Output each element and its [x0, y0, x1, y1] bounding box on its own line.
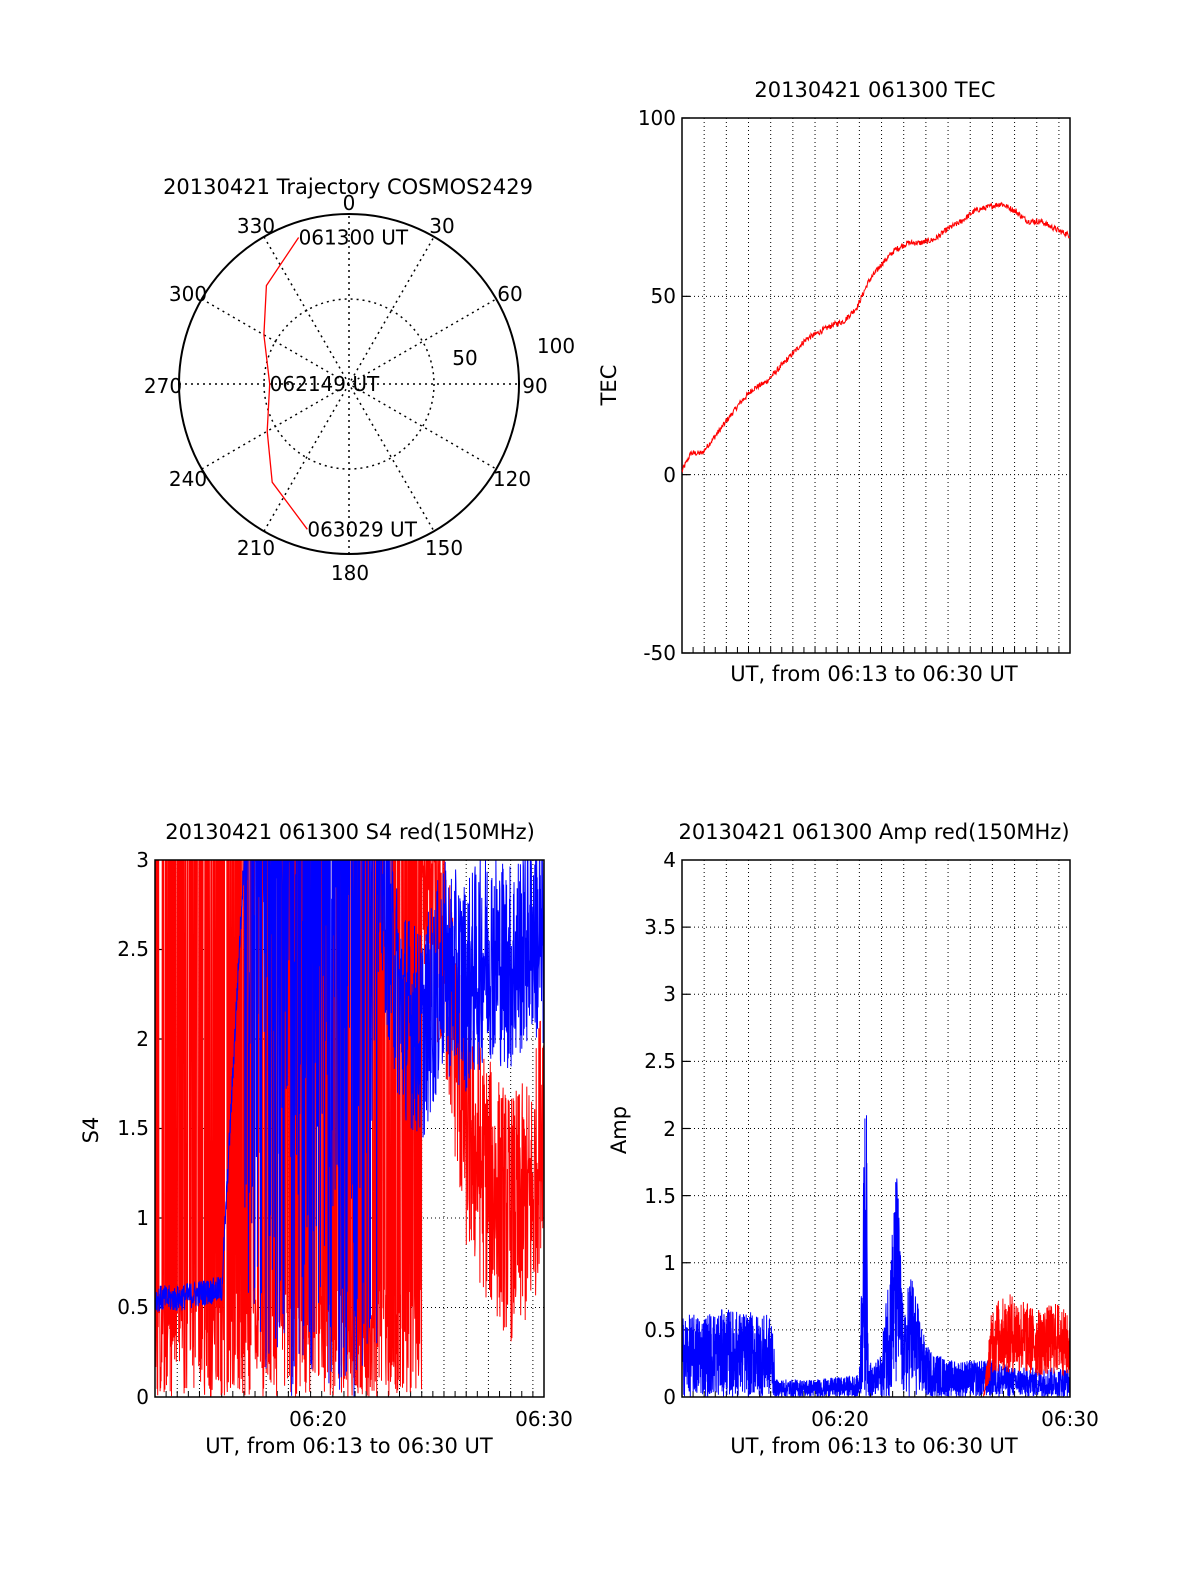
- amp-ylabel: Amp: [607, 1106, 631, 1154]
- angle-label-270: 270: [144, 374, 182, 398]
- s4-xlabel: UT, from 06:13 to 06:30 UT: [205, 1434, 493, 1458]
- polar-grid: [178, 213, 520, 555]
- s4-ylabel: S4: [79, 1117, 103, 1144]
- tec-ytick-neg50: -50: [643, 641, 676, 665]
- angle-label-180: 180: [331, 561, 369, 585]
- angle-label-330: 330: [237, 214, 275, 238]
- amp-ytick-3.5: 3.5: [644, 915, 676, 939]
- s4-ytick-1: 1: [136, 1206, 149, 1230]
- s4-ytick-0: 0: [136, 1385, 149, 1409]
- tec-grid: [681, 117, 1071, 654]
- angle-label-120: 120: [493, 467, 531, 491]
- trajectory-point-label: 061300 UT: [299, 226, 409, 250]
- amp-ytick-3: 3: [663, 982, 676, 1006]
- s4-ytick-2: 2: [136, 1027, 149, 1051]
- angle-label-60: 60: [497, 282, 522, 306]
- s4-plot-frame: [154, 859, 545, 1398]
- tec-series-line: [681, 201, 1071, 474]
- tec-ytick-100: 100: [638, 106, 676, 130]
- radius-label-50: 50: [452, 346, 477, 370]
- tec-ytick-0: 0: [663, 463, 676, 487]
- trajectory-point-label: 062149 UT: [270, 372, 380, 396]
- trajectory-panel: 20130421 Trajectory COSMOS2429 0 30 60 9…: [144, 175, 575, 585]
- amp-ytick-0: 0: [663, 1385, 676, 1409]
- trajectory-line: [263, 237, 308, 530]
- tec-panel: 20130421 061300 TEC 100 50 0 -50 TEC UT,…: [597, 78, 1071, 686]
- tec-ylabel: TEC: [597, 365, 621, 407]
- angle-label-30: 30: [429, 214, 454, 238]
- s4-ytick-0.5: 0.5: [117, 1295, 149, 1319]
- amp-series: [681, 1115, 1071, 1398]
- s4-ytick-3: 3: [136, 848, 149, 872]
- amp-red-series: [983, 1294, 1071, 1398]
- s4-panel: 20130421 061300 S4 red(150MHz) 0 0.5 1 1…: [79, 820, 573, 1458]
- s4-ytick-1.5: 1.5: [117, 1116, 149, 1140]
- s4-blue-series: [154, 859, 545, 1397]
- tec-xlabel: UT, from 06:13 to 06:30 UT: [730, 662, 1018, 686]
- trajectory-title: 20130421 Trajectory COSMOS2429: [163, 175, 533, 199]
- amp-ytick-1.5: 1.5: [644, 1184, 676, 1208]
- amp-ytick-4: 4: [663, 848, 676, 872]
- amp-plot-frame: [681, 859, 1071, 1398]
- angle-label-300: 300: [169, 282, 207, 306]
- trajectory-point-label: 063029 UT: [307, 517, 417, 541]
- s4-title: 20130421 061300 S4 red(150MHz): [165, 820, 535, 844]
- angle-label-90: 90: [522, 374, 547, 398]
- amp-blue-series: [681, 1115, 1071, 1398]
- amp-xtick-0620: 06:20: [811, 1407, 869, 1431]
- s4-xtick-0620: 06:20: [289, 1407, 347, 1431]
- amp-ytick-1: 1: [663, 1251, 676, 1275]
- polar-spoke-150: [263, 236, 435, 532]
- amp-title: 20130421 061300 Amp red(150MHz): [678, 820, 1069, 844]
- s4-xtick-0630: 06:30: [515, 1407, 573, 1431]
- radius-label-100: 100: [537, 334, 575, 358]
- tec-ytick-50: 50: [651, 284, 676, 308]
- amp-panel: 20130421 061300 Amp red(150MHz) 0 0.5 1 …: [607, 820, 1099, 1458]
- trajectory-series: [263, 237, 308, 530]
- tec-title: 20130421 061300 TEC: [754, 78, 995, 102]
- trajectory-point-labels: 061300 UT 062149 UT 063029 UT: [270, 226, 418, 542]
- angle-label-150: 150: [425, 536, 463, 560]
- amp-ytick-2.5: 2.5: [644, 1049, 676, 1073]
- s4-series: [154, 859, 545, 1398]
- amp-ytick-0.5: 0.5: [644, 1318, 676, 1342]
- tec-plot-frame: [681, 117, 1071, 654]
- tec-series: [681, 201, 1071, 474]
- angle-label-210: 210: [237, 536, 275, 560]
- angle-label-0: 0: [343, 191, 356, 215]
- amp-ytick-2: 2: [663, 1117, 676, 1141]
- amp-xlabel: UT, from 06:13 to 06:30 UT: [730, 1434, 1018, 1458]
- angle-label-240: 240: [169, 467, 207, 491]
- s4-ytick-2.5: 2.5: [117, 937, 149, 961]
- amp-xtick-0630: 06:30: [1041, 1407, 1099, 1431]
